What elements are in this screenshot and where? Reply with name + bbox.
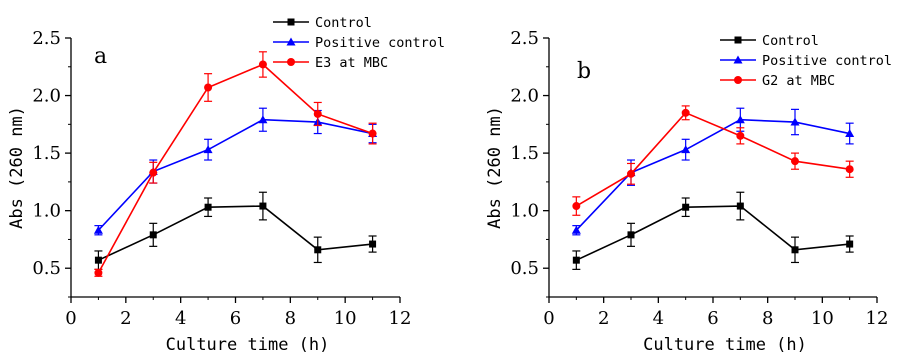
legend-marker: [733, 55, 743, 64]
data-point: [845, 129, 855, 138]
series-line: [575, 118, 850, 231]
data-point: [204, 83, 213, 92]
x-tick-label: 2: [598, 308, 609, 329]
y-tick-label: 1.5: [510, 143, 539, 164]
data-point: [627, 169, 635, 178]
x-tick-label: 8: [285, 308, 296, 329]
x-tick-label: 0: [543, 308, 554, 329]
y-tick-label: 0.5: [510, 258, 539, 279]
data-point: [681, 145, 691, 154]
legend-label: Positive control: [315, 35, 445, 51]
y-tick-label: 2.5: [510, 28, 539, 49]
x-tick-label: 12: [866, 308, 889, 329]
data-point: [94, 256, 102, 264]
legend: Control Positive control G2 at MBC: [720, 33, 892, 89]
data-point: [94, 268, 103, 277]
legend-marker: [734, 76, 742, 84]
data-point: [736, 202, 744, 210]
data-point: [313, 109, 322, 118]
data-point: [369, 240, 377, 248]
data-point: [681, 108, 690, 117]
series-line: [97, 118, 373, 231]
data-point: [93, 225, 103, 234]
x-tick-label: 6: [707, 308, 718, 329]
series-line: [575, 205, 850, 261]
legend-label: E3 at MBC: [315, 55, 388, 71]
y-tick-label: 1.0: [510, 201, 539, 222]
y-tick-label: 2.0: [32, 86, 61, 107]
x-tick-label: 2: [120, 308, 131, 329]
series-line: [575, 111, 850, 207]
x-tick-label: 12: [389, 308, 412, 329]
x-tick-label: 10: [334, 308, 357, 329]
data-point: [845, 165, 854, 174]
series-control: [572, 191, 854, 270]
legend-marker: [287, 18, 295, 26]
chart-panel-a: 0 2 4 6 8 10 12 0.5 1.0 1.5 2.0 2.5 Culture time (h)…: [7, 15, 445, 355]
series-g2-at-mbc: [572, 105, 854, 216]
y-axis-label: Abs (260 nm): [7, 106, 27, 229]
data-point: [571, 225, 581, 234]
series-control: [94, 191, 377, 270]
y-tick-label: 1.0: [32, 201, 61, 222]
data-point: [203, 145, 213, 154]
data-point: [259, 202, 267, 210]
x-tick-label: 10: [811, 308, 834, 329]
x-axis-label: Culture time (h): [166, 335, 330, 355]
x-tick-label: 8: [762, 308, 773, 329]
series-line: [97, 63, 373, 274]
x-tick-label: 4: [653, 308, 664, 329]
y-axis-label: Abs (260 nm): [485, 106, 505, 229]
data-point: [627, 231, 635, 239]
panel-label: a: [94, 44, 107, 69]
panel-label: b: [577, 59, 591, 84]
legend-label: G2 at MBC: [762, 73, 835, 89]
data-point: [572, 202, 581, 211]
data-point: [735, 115, 745, 124]
y-tick-label: 0.5: [32, 258, 61, 279]
legend-marker: [286, 37, 296, 46]
series-positive-control: [571, 107, 855, 236]
series-line: [98, 205, 373, 261]
data-point: [149, 231, 157, 239]
data-point: [314, 246, 322, 254]
y-tick-label: 2.0: [510, 86, 539, 107]
legend-label: Control: [315, 15, 372, 31]
legend-marker: [287, 58, 295, 66]
x-axis-label: Culture time (h): [643, 335, 807, 355]
data-point: [258, 60, 267, 69]
x-tick-label: 4: [175, 308, 186, 329]
data-point: [846, 240, 854, 248]
data-point: [204, 203, 212, 211]
legend-label: Positive control: [762, 53, 892, 69]
legend-label: Control: [762, 33, 819, 49]
data-point: [682, 203, 690, 211]
data-point: [258, 115, 268, 124]
x-tick-label: 6: [230, 308, 241, 329]
legend: Control Positive control E3 at MBC: [273, 15, 445, 71]
data-point: [368, 129, 377, 138]
y-tick-label: 1.5: [32, 143, 61, 164]
series-positive-control: [93, 107, 378, 236]
data-point: [790, 117, 800, 126]
x-tick-label: 0: [65, 308, 76, 329]
y-tick-label: 2.5: [32, 28, 61, 49]
chart-panel-b: 0 2 4 6 8 10 12 0.5 1.0 1.5 2.0 2.5 Culture time (h)…: [485, 28, 892, 355]
data-point: [791, 157, 799, 166]
series-e3-at-mbc: [94, 51, 377, 277]
data-point: [572, 256, 580, 264]
data-point: [149, 168, 158, 177]
data-point: [736, 131, 745, 140]
legend-marker: [734, 36, 742, 44]
data-point: [791, 246, 799, 254]
